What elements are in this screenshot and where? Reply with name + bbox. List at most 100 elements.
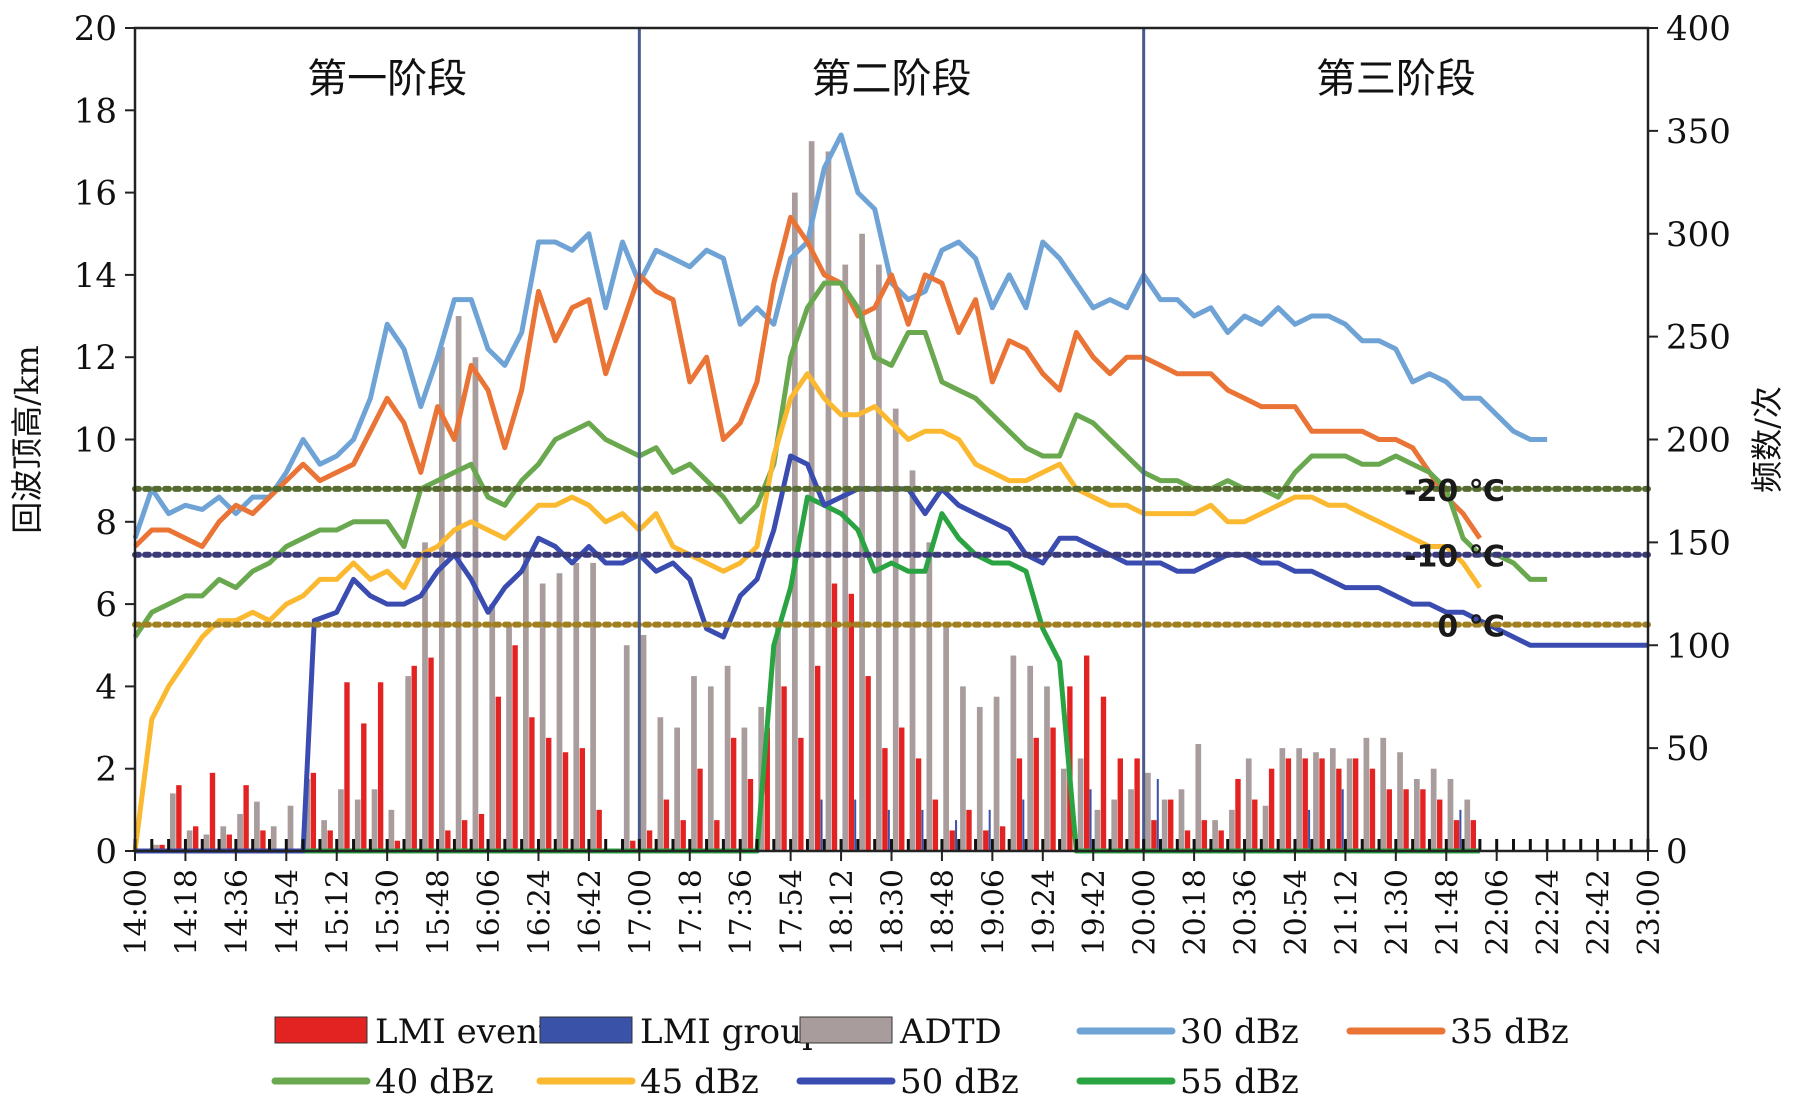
adtd-bar bbox=[1380, 737, 1387, 851]
lmi-event-bar bbox=[562, 752, 569, 851]
lmi-event-bar bbox=[1285, 758, 1292, 851]
adtd-bar bbox=[1279, 748, 1286, 851]
lmi-event-bar bbox=[865, 676, 871, 851]
lmi-group-bar bbox=[1156, 778, 1159, 851]
legend-label: 40 dBz bbox=[375, 1062, 494, 1102]
y-left-tick-label: 12 bbox=[74, 338, 117, 378]
lmi-event-bar bbox=[1369, 768, 1376, 851]
lmi-event-bar bbox=[1168, 799, 1174, 851]
legend-label: 45 dBz bbox=[640, 1062, 759, 1102]
adtd-bar bbox=[523, 552, 529, 851]
lmi-event-bar bbox=[1083, 655, 1090, 851]
x-tick-label: 20:54 bbox=[1279, 869, 1314, 955]
adtd-bar bbox=[674, 727, 681, 851]
adtd-bar bbox=[1464, 799, 1471, 851]
adtd-bar bbox=[1430, 768, 1437, 851]
lmi-event-bar bbox=[495, 696, 501, 851]
x-tick-label: 16:24 bbox=[522, 869, 557, 955]
series-line-50-dbz bbox=[135, 453, 1648, 854]
lmi-event-bar bbox=[1268, 768, 1275, 851]
lmi-event-bar bbox=[882, 748, 888, 851]
adtd-bar bbox=[842, 264, 849, 851]
lmi-event-bar bbox=[1201, 820, 1208, 851]
adtd-bar bbox=[1094, 809, 1101, 851]
isotherm-label: -20 ℃ bbox=[1404, 474, 1505, 509]
legend-label: 50 dBz bbox=[900, 1062, 1019, 1102]
adtd-bar bbox=[237, 813, 243, 851]
adtd-bar bbox=[287, 805, 294, 851]
x-tick-label: 17:54 bbox=[775, 869, 810, 955]
x-tick-label: 16:42 bbox=[573, 869, 608, 955]
lmi-event-bar bbox=[361, 723, 367, 851]
lmi-group-bar bbox=[1308, 809, 1311, 851]
lmi-event-bar bbox=[411, 665, 417, 851]
lmi-event-bar bbox=[1420, 789, 1426, 851]
x-tick-label: 18:48 bbox=[926, 869, 961, 955]
lmi-event-bar bbox=[1235, 778, 1241, 851]
adtd-bar bbox=[153, 844, 159, 851]
lmi-event-bar bbox=[1184, 830, 1191, 851]
adtd-bar bbox=[405, 676, 412, 851]
y-right-tick-label: 250 bbox=[1666, 318, 1731, 358]
x-tick-label: 22:06 bbox=[1481, 869, 1516, 955]
lmi-event-bar bbox=[1403, 789, 1409, 851]
adtd-bar bbox=[724, 665, 731, 851]
lmi-group-bar bbox=[1022, 799, 1025, 851]
lmi-event-bar bbox=[1100, 696, 1107, 851]
legend-swatch bbox=[799, 1016, 893, 1044]
adtd-bar bbox=[1195, 744, 1202, 851]
lmi-group-bar bbox=[988, 809, 991, 851]
lmi-event-bar bbox=[1386, 789, 1392, 851]
x-tick-label: 17:18 bbox=[674, 869, 709, 955]
lmi-group-bar bbox=[955, 820, 958, 851]
lmi-event-bar bbox=[243, 785, 249, 851]
y-right-tick-label: 150 bbox=[1666, 523, 1731, 563]
lmi-event-bar bbox=[478, 813, 485, 851]
adtd-bar bbox=[1060, 768, 1067, 851]
lmi-event-bar bbox=[932, 799, 939, 851]
lmi-event-bar bbox=[697, 768, 703, 851]
legend-label: LMI group bbox=[640, 1012, 824, 1052]
y-right-tick-label: 100 bbox=[1666, 626, 1731, 666]
adtd-bar bbox=[640, 634, 647, 851]
adtd-bar bbox=[539, 583, 546, 851]
lmi-event-bar bbox=[730, 737, 737, 851]
adtd-bar bbox=[1262, 805, 1269, 851]
y-right-tick-label: 200 bbox=[1666, 421, 1731, 461]
lmi-event-bar bbox=[815, 665, 821, 851]
lmi-event-bar bbox=[445, 830, 451, 851]
adtd-bar bbox=[321, 820, 327, 851]
lmi-group-bar bbox=[854, 799, 857, 851]
adtd-bar bbox=[1447, 778, 1454, 851]
lmi-event-bar bbox=[1134, 758, 1140, 851]
lmi-event-bar bbox=[747, 778, 754, 851]
lmi-event-bar bbox=[1319, 758, 1325, 851]
adtd-bar bbox=[791, 192, 798, 852]
isotherm-label: 0 ℃ bbox=[1437, 610, 1505, 645]
adtd-bar bbox=[976, 706, 983, 851]
adtd-bar bbox=[354, 799, 361, 851]
lmi-event-bar bbox=[714, 820, 720, 851]
adtd-bar bbox=[489, 604, 496, 851]
adtd-bar bbox=[1229, 809, 1235, 851]
lmi-event-bar bbox=[176, 785, 182, 851]
lmi-event-bar bbox=[915, 758, 922, 851]
x-tick-label: 20:18 bbox=[1178, 869, 1213, 955]
lmi-event-bar bbox=[1218, 830, 1224, 851]
adtd-bar bbox=[1128, 789, 1134, 851]
adtd-bar bbox=[1329, 748, 1336, 851]
adtd-bar bbox=[943, 624, 949, 851]
lmi-event-bar bbox=[1437, 799, 1443, 851]
lmi-event-bar bbox=[159, 844, 165, 851]
adtd-bar bbox=[1145, 772, 1151, 851]
adtd-bar bbox=[438, 346, 445, 851]
adtd-bar bbox=[1027, 665, 1034, 851]
adtd-bar bbox=[707, 686, 714, 851]
lmi-event-bar bbox=[327, 830, 333, 851]
y-left-tick-label: 10 bbox=[74, 421, 117, 461]
legend-swatch bbox=[274, 1016, 368, 1044]
lmi-event-bar bbox=[344, 682, 350, 851]
series-line-30-dbz bbox=[132, 132, 1548, 540]
series-line-35-dbz bbox=[133, 214, 1482, 549]
x-tick-label: 23:00 bbox=[1632, 869, 1667, 955]
